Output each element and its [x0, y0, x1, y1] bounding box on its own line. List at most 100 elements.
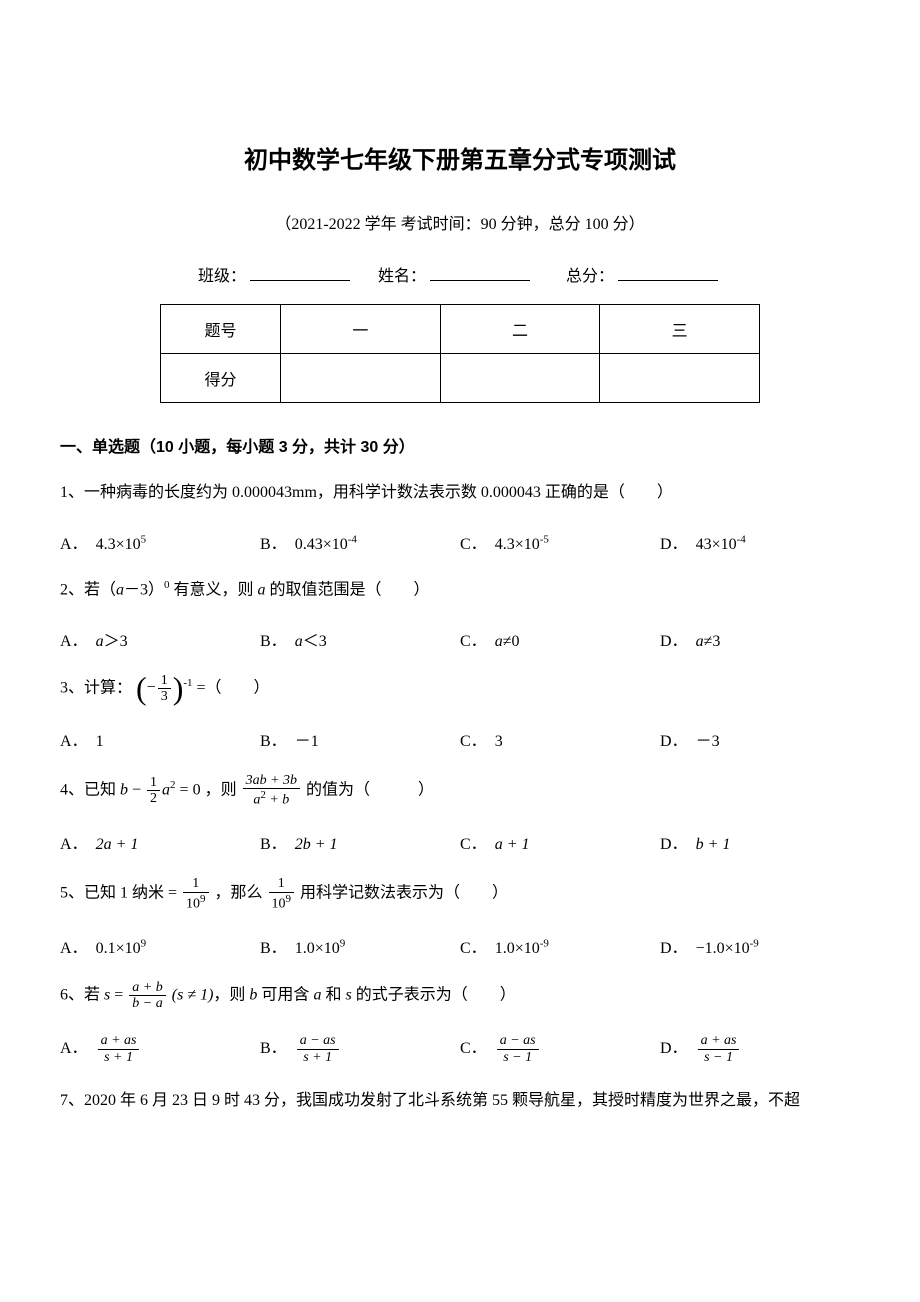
opt-label: C． — [460, 733, 487, 750]
opt-label: C． — [460, 1040, 487, 1057]
option-3c: C． 3 — [460, 727, 660, 751]
opt-label: A． — [60, 1040, 88, 1057]
cell-score-3[interactable] — [600, 354, 760, 403]
q4-prefix: 4、已知 — [60, 781, 120, 798]
opt-value: 43×10 — [696, 536, 737, 553]
opt-value: 4.3×10 — [495, 536, 540, 553]
opt-frac: a + ass + 1 — [98, 1033, 140, 1065]
student-info-line: 班级： 姓名： 总分： — [60, 262, 860, 286]
opt-value: 4.3×10 — [96, 536, 141, 553]
opt-base: 0.1×10 — [96, 940, 141, 957]
exam-info: （2021-2022 学年 考试时间：90 分钟，总分 100 分） — [60, 210, 860, 234]
den-exp: 9 — [200, 893, 206, 905]
q6-frac: a + bb − a — [129, 980, 165, 1012]
q6-cond: (s ≠ 1) — [172, 986, 214, 1003]
opt-label: A． — [60, 633, 88, 650]
q3-expression: ( − 13 ) — [136, 673, 183, 705]
cell-section-3: 三 — [600, 305, 760, 354]
opt-exp: -9 — [750, 937, 759, 949]
opt-label: C． — [460, 633, 487, 650]
score-blank[interactable] — [618, 263, 718, 281]
question-3-options: A．1 B．－1 C．3 D．－3 — [60, 727, 860, 751]
option-1d: D．43×10-4 — [660, 530, 860, 554]
question-4-options: A．2a + 1 B．2b + 1 C．a + 1 D．b + 1 — [60, 830, 860, 854]
frac-den: 3 — [158, 689, 171, 704]
opt-exp: -4 — [348, 533, 357, 545]
option-3b: B．－1 — [260, 727, 460, 751]
frac-den: b − a — [129, 996, 165, 1011]
table-row: 得分 — [161, 354, 760, 403]
opt-val: 2b + 1 — [295, 836, 338, 853]
frac-num: a + b — [129, 980, 165, 996]
cell-score-1[interactable] — [281, 354, 441, 403]
frac-num: a + as — [698, 1033, 740, 1049]
option-6d: D．a + ass − 1 — [660, 1033, 860, 1065]
q6-mid2: 可用含 — [257, 986, 313, 1003]
option-2d: D．a≠3 — [660, 627, 860, 651]
opt-exp: -9 — [540, 937, 549, 949]
q3-prefix: 3、计算： — [60, 679, 132, 696]
class-label: 班级： — [198, 268, 246, 285]
page-title: 初中数学七年级下册第五章分式专项测试 — [60, 140, 860, 175]
question-7: 7、2020 年 6 月 23 日 9 时 43 分，我国成功发射了北斗系统第 … — [60, 1087, 860, 1116]
q2-prefix: 2、若（ — [60, 581, 116, 598]
opt-exp: -4 — [737, 533, 746, 545]
frac-den: 109 — [183, 893, 209, 912]
q6-eq: = — [110, 986, 127, 1003]
num-text: 3ab + 3b — [246, 773, 297, 788]
option-4a: A．2a + 1 — [60, 830, 260, 854]
option-5a: A．0.1×109 — [60, 934, 260, 958]
cell-score-2[interactable] — [440, 354, 600, 403]
cell-section-2: 二 — [440, 305, 600, 354]
opt-label: D． — [660, 733, 688, 750]
frac-den: s + 1 — [297, 1050, 339, 1065]
opt-label: A． — [60, 836, 88, 853]
frac-num: 1 — [269, 876, 295, 892]
q4-a: a — [162, 781, 170, 798]
name-label: 姓名： — [378, 268, 426, 285]
opt-var: a — [96, 633, 104, 650]
frac-den: a2 + b — [243, 789, 300, 808]
opt-label: C． — [460, 536, 487, 553]
frac-den: s + 1 — [98, 1050, 140, 1065]
frac-num: a − as — [297, 1033, 339, 1049]
opt-label: B． — [260, 536, 287, 553]
q5-frac1: 1109 — [183, 876, 209, 911]
q2-var2: a — [258, 581, 266, 598]
opt-label: D． — [660, 633, 688, 650]
opt-frac: a − ass − 1 — [497, 1033, 539, 1065]
q6-prefix: 6、若 — [60, 986, 104, 1003]
opt-label: D． — [660, 1040, 688, 1057]
opt-val: 3 — [495, 733, 503, 750]
option-4c: C．a + 1 — [460, 830, 660, 854]
question-2: 2、若（a－3）0 有意义，则 a 的取值范围是（ ） — [60, 576, 860, 605]
table-row: 题号 一 二 三 — [161, 305, 760, 354]
class-blank[interactable] — [250, 263, 350, 281]
option-5c: C．1.0×10-9 — [460, 934, 660, 958]
opt-label: B． — [260, 633, 287, 650]
den-b: + b — [266, 793, 289, 808]
question-1: 1、一种病毒的长度约为 0.000043mm，用科学计数法表示数 0.00004… — [60, 479, 860, 508]
q4-mid: ，则 — [205, 781, 241, 798]
opt-exp: -5 — [540, 533, 549, 545]
opt-val: a + 1 — [495, 836, 530, 853]
q5-suffix: 用科学记数法表示为（ ） — [300, 885, 508, 902]
den-base: 10 — [272, 896, 286, 911]
name-blank[interactable] — [430, 263, 530, 281]
opt-label: B． — [260, 733, 287, 750]
opt-exp: 5 — [141, 533, 147, 545]
minus-sign: − — [147, 674, 156, 703]
opt-var: a — [495, 633, 503, 650]
question-6-options: A．a + ass + 1 B．a − ass + 1 C．a − ass − … — [60, 1033, 860, 1065]
opt-val: －3 — [696, 733, 720, 750]
frac-num: a − as — [497, 1033, 539, 1049]
option-2a: A．a＞3 — [60, 627, 260, 651]
frac-num: 1 — [147, 775, 160, 791]
option-6a: A． a + ass + 1 — [60, 1033, 260, 1065]
q4-b: b — [120, 781, 128, 798]
opt-var: a — [696, 633, 704, 650]
question-2-options: A．a＞3 B．a＜3 C．a≠0 D．a≠3 — [60, 627, 860, 651]
opt-label: A． — [60, 940, 88, 957]
left-paren: ( — [136, 676, 147, 702]
opt-var: a — [295, 633, 303, 650]
